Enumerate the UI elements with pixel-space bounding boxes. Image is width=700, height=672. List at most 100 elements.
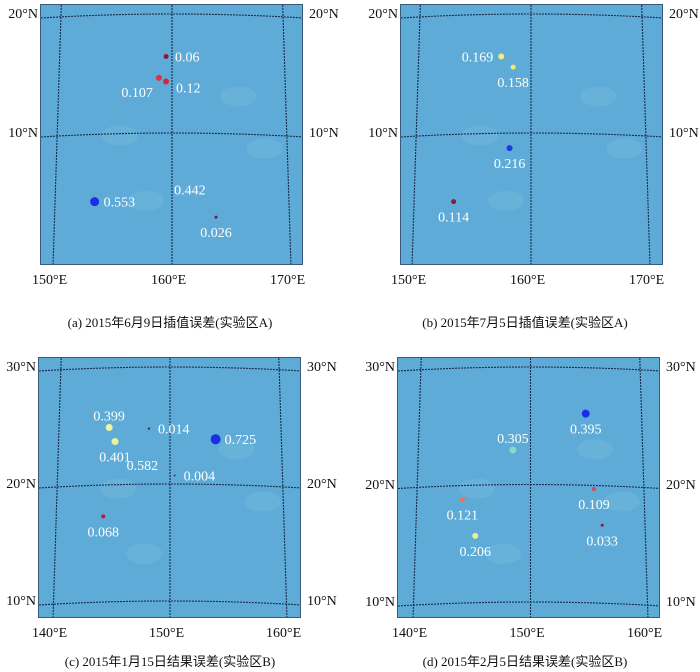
cloud-patch [220,86,257,107]
error-value-label: 0.107 [121,86,153,101]
cloud-patch [603,491,640,512]
lat-tick-left: 10°N [6,594,36,609]
error-value-label: 0.395 [570,423,602,438]
error-point [214,215,218,219]
panel-caption: (d) 2015年2月5日结果误差(实验区B) [422,654,628,669]
lat-tick-right: 20°N [666,477,696,493]
latitude-line [41,13,302,19]
cloud-patch [128,190,165,211]
lat-tick-right: 10°N [307,594,337,609]
lon-tick: 140°E [32,626,68,641]
lon-tick: 160°E [510,273,546,288]
error-value-label: 0.442 [174,184,206,199]
longitude-line [639,358,649,617]
error-point [459,496,465,502]
lon-tick: 170°E [270,273,306,288]
cloud-patch [461,125,498,146]
lat-tick-left: 20°N [368,7,398,22]
error-value-label: 0.216 [494,157,526,172]
error-point [498,53,505,60]
lat-tick-right: 30°N [666,360,696,375]
lat-tick-right: 10°N [666,595,696,610]
lat-tick-right: 20°N [309,7,339,22]
error-value-label: 0.169 [462,50,494,65]
error-point [600,523,604,527]
error-point [591,486,596,491]
longitude-line [412,358,422,617]
error-point [509,446,517,454]
panel-caption: (b) 2015年7月5日插值误差(实验区A) [422,315,628,330]
lon-tick: 160°E [151,273,187,288]
map-panel-d: 0.395 0.305 0.121 0.109 0.206 0.033 [397,357,660,618]
error-value-label: 0.109 [578,498,610,513]
error-point [510,64,516,70]
error-point [155,74,162,81]
cloud-patch [488,190,525,211]
latitude-line [39,600,300,606]
lat-tick-left: 20°N [6,477,36,492]
error-point [111,438,119,446]
lon-tick: 150°E [149,626,185,641]
lon-tick: 150°E [391,273,427,288]
error-point [581,409,590,418]
map-canvas: 0.395 0.305 0.121 0.109 0.206 0.033 [398,358,659,617]
longitude-line [411,5,421,264]
error-point [173,474,176,477]
longitude-line [641,5,651,264]
longitude-line [282,5,292,264]
cloud-patch [99,478,136,499]
longitude-line [52,5,62,264]
map-canvas: 0.06 0.107 0.12 0.553 0.442 0.026 [41,5,302,264]
lat-tick-left: 30°N [365,360,395,375]
error-value-label: 0.399 [93,410,125,425]
map-panel-c: 0.399 0.401 0.014 0.725 0.582 0.004 0.068 [38,357,301,618]
cloud-patch [577,439,614,460]
error-point [90,197,100,207]
latitude-line [401,13,662,19]
cloud-patch [126,543,163,564]
lat-tick-left: 30°N [6,360,36,375]
lat-tick-right: 30°N [307,360,337,375]
error-value-label: 0.033 [586,534,618,549]
error-point [163,53,169,59]
error-value-label: 0.004 [184,469,216,484]
error-value-label: 0.725 [225,433,257,448]
longitude-line [52,358,62,617]
latitude-line [398,601,659,607]
error-value-label: 0.12 [176,81,201,96]
error-value-label: 0.114 [438,211,469,226]
latitude-line [41,132,302,138]
cloud-patch [458,478,495,499]
error-value-label: 0.068 [88,525,120,540]
error-point [451,199,457,205]
cloud-patch [246,138,283,159]
error-value-label: 0.014 [158,423,190,438]
error-value-label: 0.206 [460,545,492,560]
error-value-label: 0.401 [99,451,131,466]
error-value-label: 0.026 [200,226,232,241]
lat-tick-left: 10°N [8,126,38,141]
lon-tick: 170°E [629,273,665,288]
map-panel-b: 0.169 0.158 0.216 0.114 [400,4,663,265]
error-value-label: 0.06 [175,50,200,65]
latitude-line [398,483,659,490]
latitude-line [401,132,662,138]
cloud-patch [101,125,138,146]
lon-tick: 140°E [392,626,428,641]
error-point [147,427,151,430]
cloud-patch [485,543,522,564]
error-value-label: 0.158 [497,76,529,91]
error-point [472,532,479,539]
map-panel-a: 0.06 0.107 0.12 0.553 0.442 0.026 [40,4,303,265]
error-point [506,145,513,152]
latitude-line [398,366,659,372]
lat-tick-right: 10°N [309,126,339,141]
lat-tick-left: 20°N [8,7,38,22]
map-canvas: 0.399 0.401 0.014 0.725 0.582 0.004 0.068 [39,358,300,617]
panel-caption: (a) 2015年6月9日插值误差(实验区A) [67,315,273,330]
lat-tick-left: 10°N [365,595,395,610]
longitude-line [278,358,288,617]
cloud-patch [244,491,281,512]
